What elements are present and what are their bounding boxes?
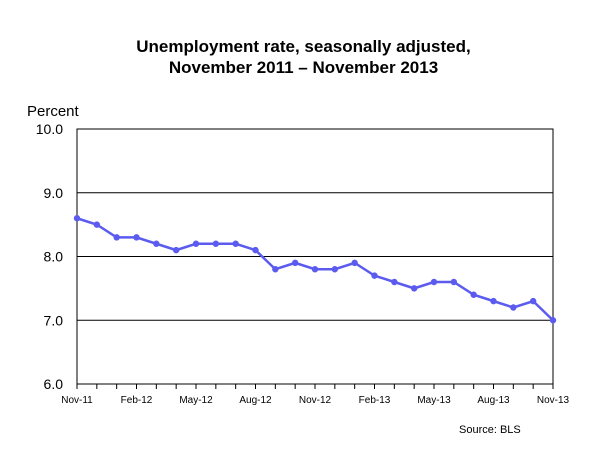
y-tick-label: 10.0 <box>36 121 63 137</box>
data-point <box>549 317 557 324</box>
data-point <box>331 266 339 273</box>
data-point <box>490 297 497 305</box>
data-point <box>73 215 81 222</box>
data-point <box>291 259 299 267</box>
data-point <box>172 246 180 254</box>
data-point <box>232 240 239 247</box>
data-point <box>153 240 160 247</box>
data-point <box>470 291 477 298</box>
x-tick-label: Nov-13 <box>537 395 570 406</box>
data-point <box>410 285 418 292</box>
data-point <box>510 304 517 311</box>
chart-title-line-1: Unemployment rate, seasonally adjusted, <box>136 37 471 56</box>
chart-title: Unemployment rate, seasonally adjusted, … <box>0 36 607 78</box>
y-tick-label: 6.0 <box>44 376 64 392</box>
x-tick-label: Feb-12 <box>121 395 153 406</box>
x-tick-label: Aug-12 <box>239 395 272 406</box>
data-point <box>371 272 378 279</box>
data-point <box>113 234 120 241</box>
data-point <box>212 240 220 247</box>
data-point <box>93 221 101 228</box>
data-point <box>272 266 279 273</box>
y-tick-label: 9.0 <box>44 185 64 201</box>
data-point <box>133 234 140 241</box>
data-point <box>351 259 358 267</box>
data-point <box>391 278 398 286</box>
y-axis-label: Percent <box>27 103 79 120</box>
x-tick-label: Nov-11 <box>61 395 93 406</box>
x-tick-label: Feb-13 <box>359 395 391 406</box>
data-point <box>450 278 458 286</box>
data-point <box>192 240 200 247</box>
x-tick-label: Aug-13 <box>477 395 510 406</box>
data-point <box>529 297 537 305</box>
data-point <box>430 278 438 286</box>
x-tick-label: May-12 <box>179 395 213 406</box>
data-point <box>252 246 259 254</box>
source-note: Source: BLS <box>459 424 521 436</box>
y-tick-label: 7.0 <box>44 312 64 328</box>
y-tick-label: 8.0 <box>44 249 64 265</box>
chart-title-line-2: November 2011 – November 2013 <box>168 58 439 77</box>
x-tick-label: May-13 <box>417 395 451 406</box>
data-point <box>311 266 319 273</box>
x-tick-label: Nov-12 <box>299 395 332 406</box>
